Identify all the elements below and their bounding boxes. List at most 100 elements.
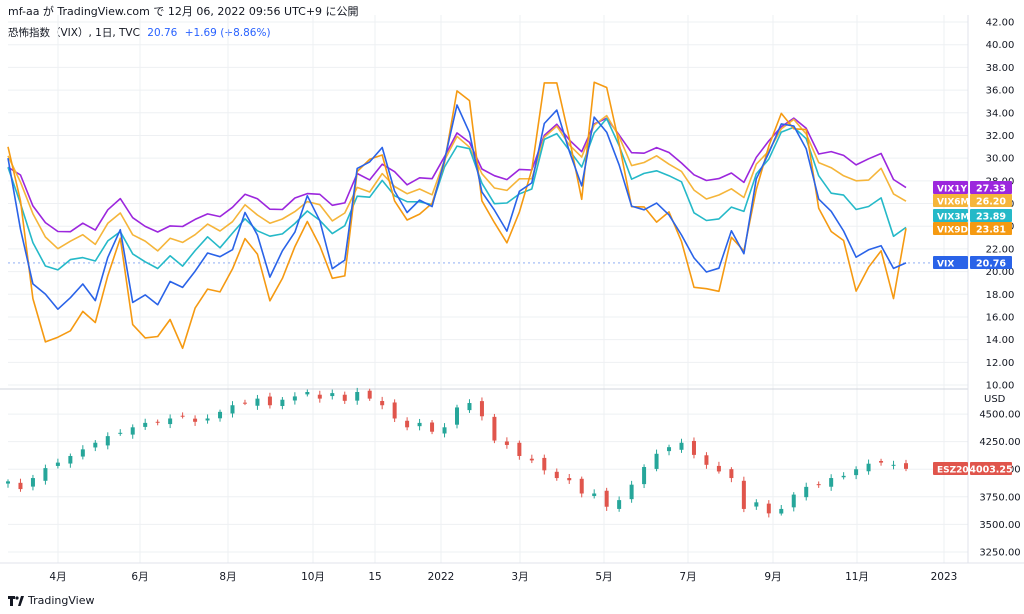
- candle-body: [442, 427, 447, 434]
- candle-body: [579, 478, 584, 494]
- vix-tick-label: 22.00: [986, 244, 1015, 255]
- candle-body: [617, 500, 622, 509]
- candle-body: [716, 465, 721, 472]
- candle-body: [168, 418, 173, 425]
- series-line-vix9d: [7, 81, 907, 350]
- time-tick-label: 2022: [428, 571, 455, 583]
- candle-body: [55, 462, 60, 466]
- series-tag-name: ESZ2022: [937, 466, 981, 476]
- candle-body: [779, 508, 784, 514]
- candle-body: [866, 463, 871, 472]
- candle-body: [430, 422, 435, 432]
- series-line-vix6m: [7, 114, 907, 252]
- series-tag-value-box: [970, 462, 1012, 475]
- candle-body: [904, 463, 908, 469]
- candle-body: [18, 482, 23, 490]
- es-tick-label: 3500.00: [979, 520, 1020, 531]
- candle-body: [642, 467, 647, 485]
- candle-body: [667, 447, 672, 452]
- series-line-vix3m: [7, 117, 907, 271]
- series-tag-name: VIX: [937, 260, 954, 270]
- candle-body: [367, 390, 372, 399]
- es-unit-label: USD: [984, 394, 1006, 405]
- candle-body: [68, 455, 73, 464]
- brand-name: TradingView: [28, 594, 95, 607]
- series-tag-value-box: [970, 209, 1012, 222]
- time-tick-label: 9月: [764, 571, 781, 583]
- vix-tick-label: 38.00: [986, 63, 1015, 74]
- series-tag-value: 23.89: [976, 212, 1006, 223]
- symbol-title: 恐怖指数（VIX）, 1日, TVC: [8, 27, 140, 39]
- time-tick-label: 10月: [301, 571, 325, 583]
- series-tag: [933, 209, 968, 222]
- es-tick-label: 3750.00: [979, 492, 1020, 503]
- time-tick-label: 4月: [49, 571, 66, 583]
- candle-body: [118, 432, 123, 434]
- vix-tick-label: 40.00: [986, 40, 1015, 51]
- candle-body: [467, 403, 472, 411]
- candle-body: [816, 484, 821, 486]
- candle-body: [143, 422, 148, 427]
- vix-lines: [7, 81, 907, 350]
- candle-body: [766, 503, 771, 514]
- grid: [8, 15, 968, 563]
- series-line-vix1y: [7, 117, 907, 233]
- candle-body: [529, 458, 534, 461]
- series-labels: VIX1Y 27.33 VIX6M 26.20 VIX3M 23.89 VIX9D 23.81…: [933, 181, 1013, 476]
- candle-body: [218, 411, 223, 419]
- candle-body: [30, 478, 35, 487]
- candle-body: [829, 478, 834, 487]
- es-candles: [6, 387, 908, 518]
- brand-footer[interactable]: TradingView: [8, 594, 94, 607]
- candle-body: [292, 396, 297, 401]
- series-tag: [933, 222, 968, 235]
- series-tag-value-box: [970, 181, 1012, 194]
- candle-body: [455, 407, 459, 425]
- candle-body: [205, 418, 210, 421]
- candle-body: [604, 490, 609, 507]
- time-tick-label: 2023: [931, 571, 958, 583]
- candle-body: [492, 416, 497, 441]
- series-tag-value-box: [970, 256, 1012, 269]
- candle-body: [841, 475, 846, 478]
- candle-body: [691, 440, 696, 455]
- price-axis[interactable]: 42.0040.0038.0036.0034.0032.0030.0028.00…: [979, 18, 1020, 559]
- candle-body: [417, 422, 422, 427]
- vix-tick-label: 36.00: [986, 86, 1015, 97]
- candle-body: [405, 420, 410, 428]
- tradingview-logo-icon: [8, 595, 24, 606]
- candle-body: [242, 402, 247, 404]
- candle-body: [891, 464, 896, 466]
- series-tag-value-box: [970, 222, 1012, 235]
- time-axis[interactable]: 4月 6月 8月 10月 15 2022 3月 5月 7月 9月 11月 2023: [49, 571, 957, 583]
- candle-body: [554, 471, 559, 479]
- candle-body: [155, 421, 160, 423]
- candle-body: [93, 442, 98, 448]
- candle-body: [130, 427, 135, 435]
- vix-tick-label: 30.00: [986, 154, 1015, 165]
- series-tag-value: 20.76: [976, 259, 1006, 270]
- candle-body: [105, 436, 110, 446]
- candle-body: [267, 396, 272, 406]
- vix-tick-label: 34.00: [986, 108, 1015, 119]
- candle-body: [729, 469, 734, 479]
- candle-body: [504, 441, 509, 445]
- series-tag: [933, 256, 968, 269]
- series-tag-name: VIX9D: [937, 226, 968, 236]
- series-tag: [933, 181, 968, 194]
- es-tick-label: 4250.00: [979, 437, 1020, 448]
- candle-body: [854, 469, 859, 476]
- candle-body: [804, 486, 809, 498]
- candle-body: [679, 442, 684, 450]
- series-line-vix: [7, 104, 907, 311]
- candle-body: [330, 393, 335, 397]
- candle-body: [879, 460, 884, 463]
- candle-body: [741, 480, 746, 509]
- candle-body: [355, 392, 360, 401]
- series-tag: [933, 194, 968, 207]
- series-tag-name: VIX6M: [937, 198, 970, 208]
- candle-body: [6, 481, 10, 484]
- candle-body: [479, 401, 484, 417]
- candle-body: [255, 398, 260, 406]
